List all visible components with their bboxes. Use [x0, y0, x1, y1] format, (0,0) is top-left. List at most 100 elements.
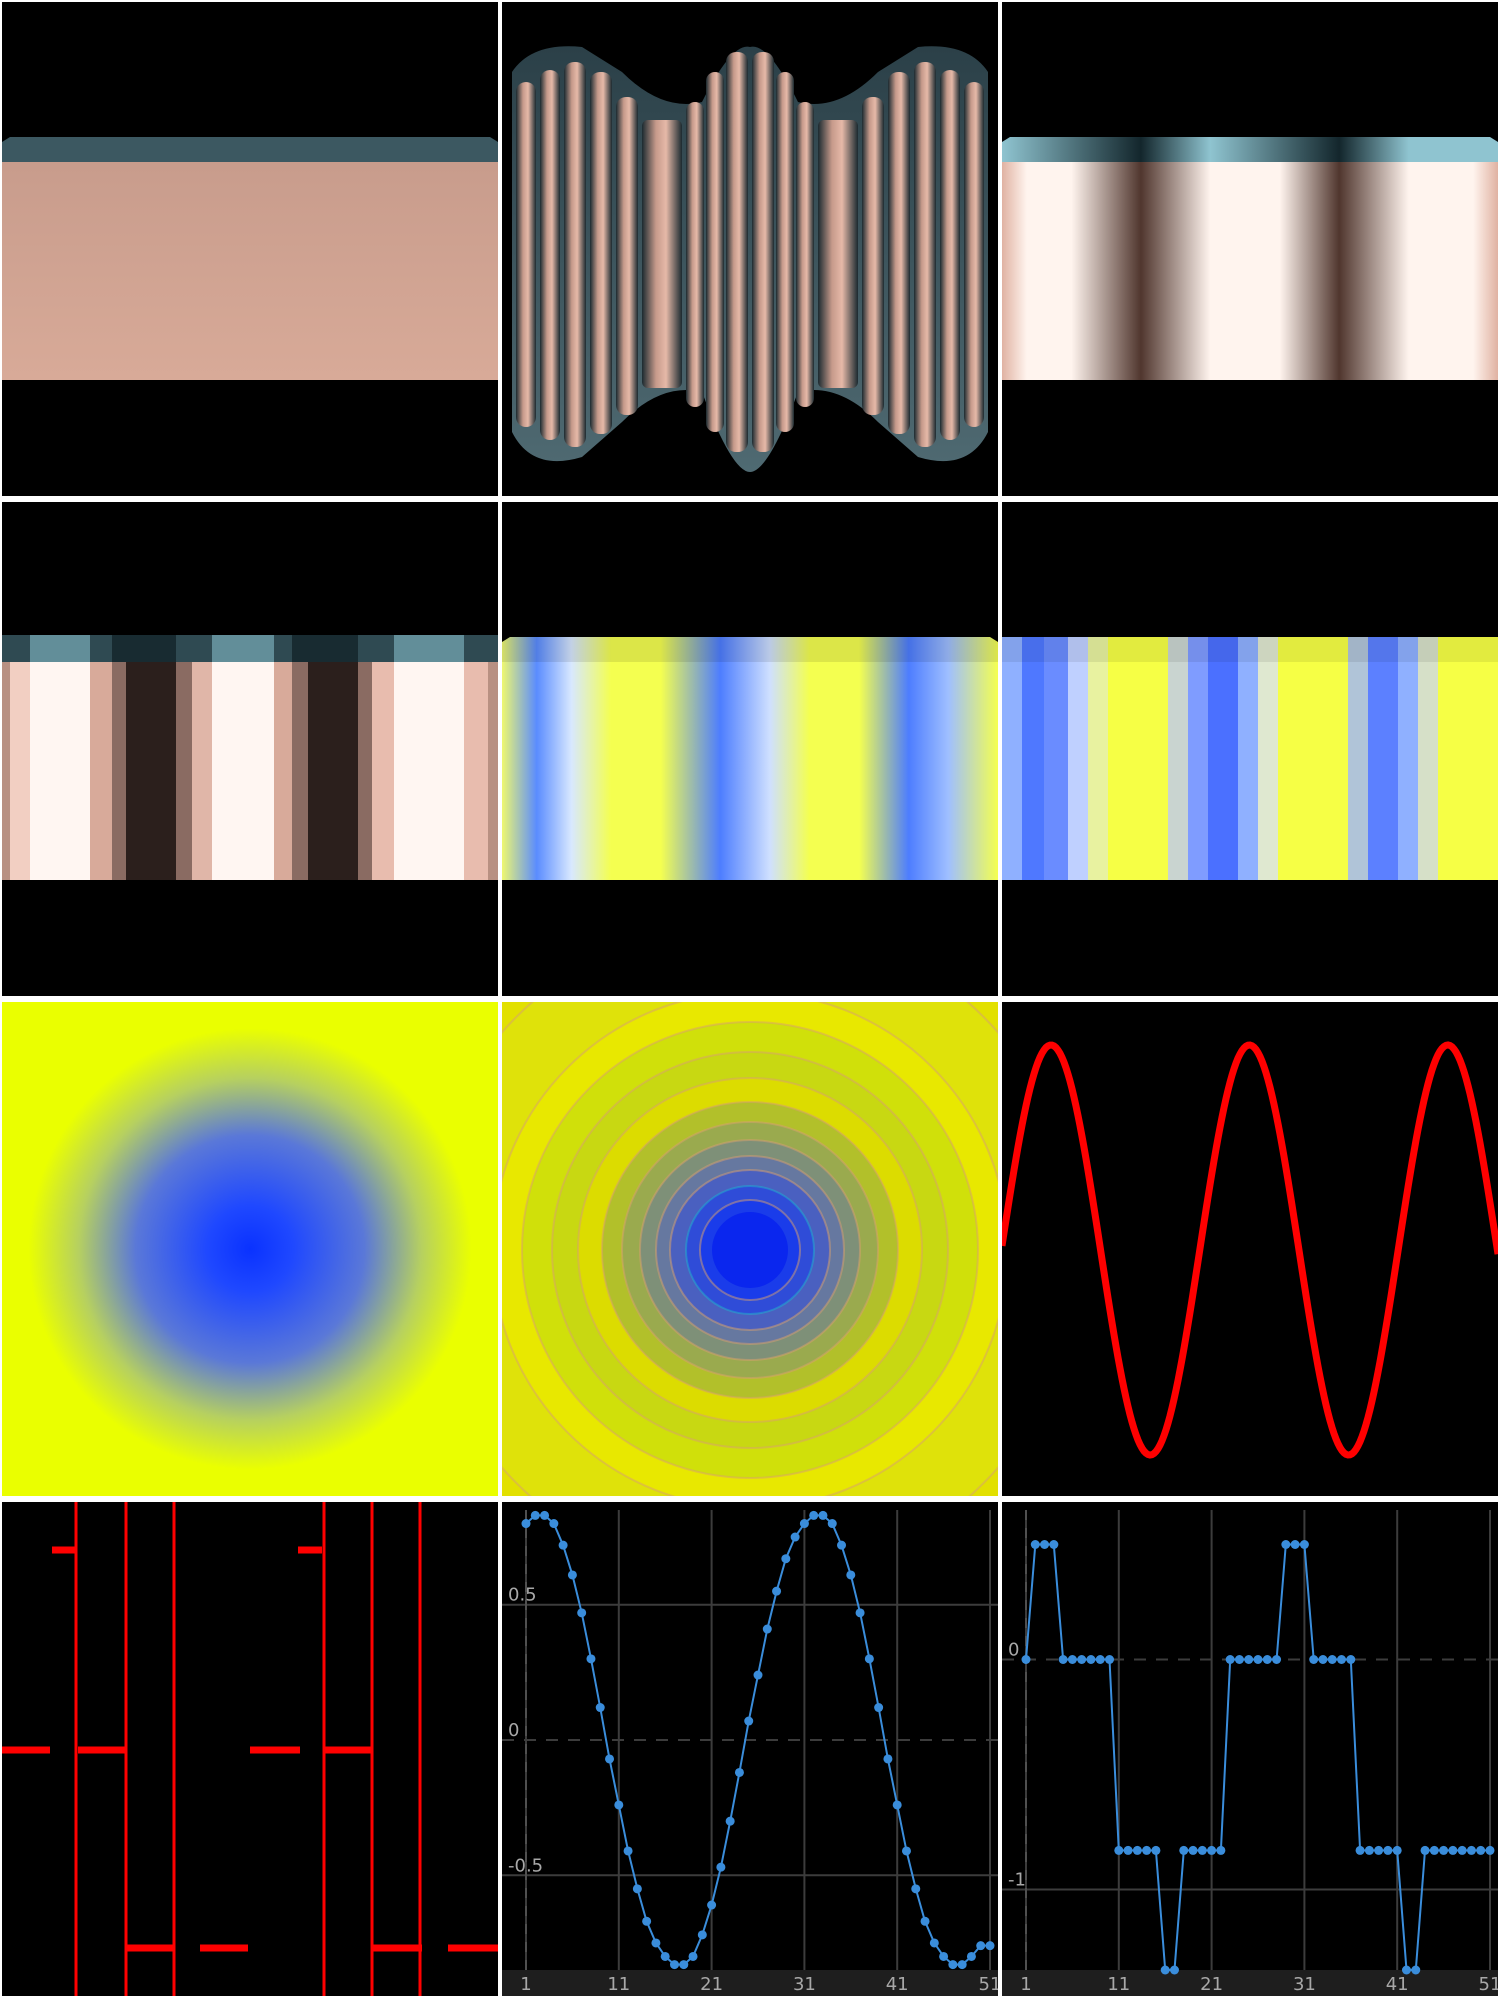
quantized-sine-plot: 1 11 21 31 41 51 0 -1: [1002, 1502, 1498, 1996]
x-axis-band: [502, 1970, 998, 1996]
data-point: [1281, 1540, 1291, 1549]
data-point: [1383, 1845, 1393, 1855]
data-point: [864, 1654, 874, 1664]
data-point: [1151, 1845, 1161, 1855]
data-point: [707, 1900, 717, 1910]
data-point: [883, 1754, 893, 1764]
x-tick-label: 21: [1200, 1974, 1223, 1995]
data-point: [716, 1862, 726, 1872]
data-point: [939, 1951, 949, 1961]
x-tick-label: 11: [1107, 1974, 1130, 1995]
sine-wave-line: [1002, 1041, 1498, 1459]
data-point: [966, 1951, 976, 1961]
data-point: [577, 1608, 587, 1618]
x-tick-label: 1: [1020, 1974, 1031, 1995]
data-point: [1429, 1845, 1439, 1855]
data-point: [1476, 1845, 1486, 1855]
data-point: [651, 1938, 661, 1948]
radial-colormap: [2, 1002, 498, 1496]
data-point: [1244, 1655, 1254, 1664]
chart-background: [1002, 1502, 1498, 1996]
x-tick-label: 1: [520, 1974, 531, 1995]
data-point: [929, 1938, 939, 1948]
data-point: [734, 1767, 744, 1777]
data-point: [827, 1519, 837, 1529]
data-point: [1485, 1845, 1495, 1855]
y-tick-label: -0.5: [508, 1855, 543, 1876]
data-point: [1327, 1655, 1337, 1664]
data-point: [799, 1519, 809, 1529]
y-tick-label: 0: [1008, 1640, 1019, 1661]
data-point: [669, 1960, 679, 1970]
y-tick-label: -1: [1008, 1870, 1026, 1891]
data-point: [1114, 1845, 1124, 1855]
data-point: [790, 1532, 800, 1542]
data-point: [1262, 1655, 1272, 1664]
data-point: [614, 1800, 624, 1810]
data-point: [1466, 1845, 1476, 1855]
data-point: [1142, 1845, 1152, 1855]
data-point: [1197, 1845, 1207, 1855]
data-point: [744, 1716, 754, 1726]
data-point: [521, 1519, 531, 1529]
data-point: [1225, 1655, 1235, 1664]
data-point: [1160, 1965, 1170, 1975]
data-point: [985, 1941, 995, 1951]
y-tick-label: 0: [508, 1720, 519, 1741]
bumpy-lit-cylinder: [502, 2, 998, 496]
data-point: [595, 1703, 605, 1713]
banded-colormap-cylinder: [1002, 502, 1498, 996]
data-point: [1132, 1845, 1142, 1855]
data-point: [1030, 1540, 1040, 1549]
x-tick-label: 31: [1293, 1974, 1316, 1995]
data-point: [632, 1884, 642, 1894]
x-tick-label: 51: [1479, 1974, 1498, 1995]
y-tick-label: 0.5: [508, 1585, 537, 1606]
data-point: [1290, 1540, 1300, 1549]
sampled-sine-plot: 1 11 21 31 41 51 0.5 0 -0.5: [502, 1502, 998, 1996]
data-point: [809, 1510, 819, 1520]
data-point: [1067, 1655, 1077, 1664]
data-point: [753, 1670, 763, 1680]
data-point: [1123, 1845, 1133, 1855]
x-tick-label: 11: [607, 1974, 630, 1995]
data-point: [1457, 1845, 1467, 1855]
data-point: [1448, 1845, 1458, 1855]
data-point: [1299, 1540, 1309, 1549]
data-point: [605, 1754, 615, 1764]
data-point: [1439, 1845, 1449, 1855]
data-point: [530, 1510, 540, 1520]
data-point: [660, 1951, 670, 1961]
data-point: [1105, 1655, 1115, 1664]
data-point: [911, 1884, 921, 1894]
data-point: [567, 1570, 577, 1580]
data-point: [1401, 1965, 1411, 1975]
step-segments: [2, 1502, 498, 1996]
data-point: [1253, 1655, 1263, 1664]
data-point: [642, 1916, 652, 1926]
data-point: [855, 1608, 865, 1618]
data-point: [623, 1846, 633, 1856]
data-point: [688, 1951, 698, 1961]
data-point: [1040, 1540, 1050, 1549]
data-point: [1318, 1655, 1328, 1664]
data-point: [1309, 1655, 1319, 1664]
data-point: [762, 1624, 772, 1634]
x-tick-label: 41: [1386, 1974, 1409, 1995]
data-point: [1058, 1655, 1068, 1664]
data-point: [874, 1703, 884, 1713]
data-point: [1169, 1965, 1179, 1975]
stripe-shaded-cylinder: [1002, 2, 1498, 496]
banded-radial-colormap: [502, 1002, 998, 1496]
data-point: [586, 1654, 596, 1664]
data-point: [920, 1916, 930, 1926]
data-point: [1207, 1845, 1217, 1855]
data-point: [1374, 1845, 1384, 1855]
sampled-sine-chart: 1 11 21 31 41 510.50-0.5: [502, 1502, 998, 1996]
data-point: [549, 1519, 559, 1529]
chart-background: [502, 1502, 998, 1996]
data-point: [1355, 1845, 1365, 1855]
data-point: [540, 1510, 550, 1520]
data-point: [901, 1846, 911, 1856]
data-point: [1337, 1655, 1347, 1664]
